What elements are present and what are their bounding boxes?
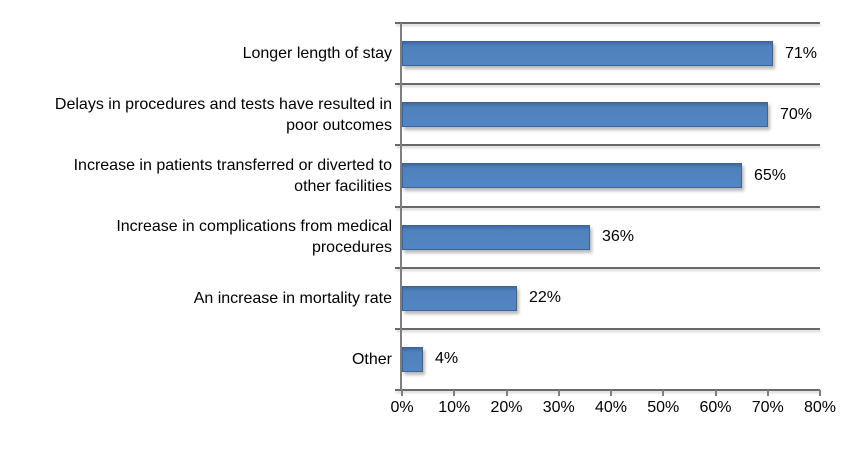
value-label: 22% (529, 289, 562, 307)
x-tick-mark (662, 390, 665, 396)
category-gridline (395, 205, 820, 208)
x-tick-label: 80% (803, 399, 837, 416)
x-tick-label: 30% (542, 399, 575, 416)
category-label: Other (351, 350, 392, 368)
category-label: Increase in patients transferred or dive… (73, 156, 392, 195)
x-axis-line (395, 389, 820, 391)
value-label: 36% (602, 228, 635, 246)
x-tick-mark (505, 390, 508, 396)
x-tick-label: 70% (751, 399, 784, 416)
x-tick-mark (557, 390, 560, 396)
category-label: An increase in mortality rate (193, 289, 392, 307)
x-tick-label: 10% (438, 399, 471, 416)
bar (402, 41, 773, 66)
x-tick-label: 50% (647, 399, 680, 416)
category-label: Longer length of stay (242, 45, 392, 63)
x-tick-mark (401, 390, 403, 396)
category-label: Delays in procedures and tests have resu… (54, 95, 392, 134)
bar (402, 163, 742, 188)
bar (402, 102, 768, 127)
x-tick-label: 20% (490, 399, 523, 416)
value-label: 4% (435, 350, 459, 368)
category-label: Increase in complications from medical p… (116, 218, 392, 257)
category-gridline (395, 266, 820, 269)
category-gridline (395, 83, 820, 86)
x-tick-label: 60% (699, 399, 732, 416)
value-label: 70% (780, 105, 813, 123)
bar (402, 286, 517, 311)
category-gridline (395, 327, 820, 330)
x-tick-mark (714, 390, 717, 396)
bar (402, 347, 423, 372)
x-tick-label: 40% (594, 399, 628, 416)
y-axis-line (400, 23, 402, 390)
x-tick-mark (819, 390, 821, 396)
bar (402, 225, 590, 250)
category-gridline (395, 144, 820, 147)
value-label: 71% (785, 44, 818, 62)
category-gridline (395, 22, 820, 24)
value-label: 65% (754, 166, 787, 184)
x-tick-mark (453, 390, 456, 396)
x-tick-mark (766, 390, 769, 396)
x-tick-mark (610, 390, 612, 396)
x-tick-label: 0% (390, 399, 414, 416)
